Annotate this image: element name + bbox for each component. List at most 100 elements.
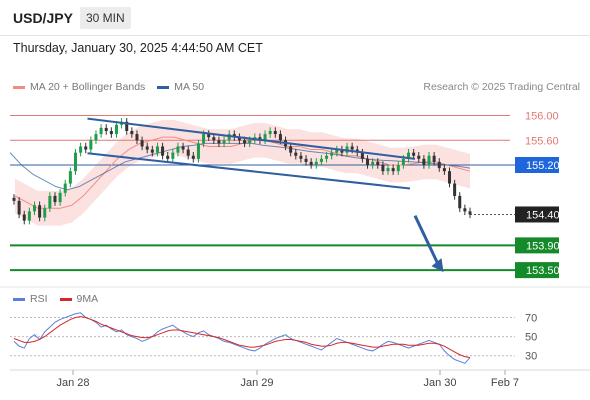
candle-17	[99, 124, 103, 138]
candle-61	[325, 152, 329, 163]
candle-body-73	[386, 168, 390, 172]
x-tick-label-0: Jan 28	[56, 377, 89, 389]
timeframe-badge[interactable]: 30 MIN	[80, 7, 131, 29]
candle-85	[448, 167, 452, 188]
candle-39	[212, 133, 216, 144]
candle-68	[360, 148, 364, 163]
candle-body-62	[330, 152, 334, 156]
candle-18	[104, 124, 108, 135]
rsi-legend: RSI 9MA	[13, 293, 98, 305]
candle-34	[186, 145, 190, 160]
candle-body-2	[22, 214, 26, 221]
candle-59	[314, 158, 318, 169]
candle-83	[437, 158, 441, 172]
candle-body-69	[366, 158, 370, 166]
candle-74	[391, 164, 395, 175]
candle-body-45	[243, 140, 247, 144]
candle-body-5	[38, 205, 42, 218]
candle-body-57	[304, 158, 308, 162]
candle-body-66	[350, 146, 354, 150]
candle-body-55	[294, 152, 298, 156]
price-level-tag-3	[515, 206, 559, 223]
candle-body-15	[89, 140, 93, 150]
ma20-swatch	[13, 85, 25, 89]
candle-body-28	[155, 146, 159, 153]
candle-69	[366, 155, 370, 169]
rsi-swatch	[13, 297, 25, 301]
candle-body-63	[335, 149, 339, 153]
candle-body-29	[161, 146, 165, 156]
candle-body-3	[27, 211, 31, 221]
candle-24	[135, 130, 139, 144]
candle-body-54	[289, 146, 293, 153]
candle-40	[217, 136, 221, 148]
candle-15	[89, 136, 93, 154]
candle-16	[94, 130, 98, 144]
ma20-legend-label: MA 20 + Bollinger Bands	[30, 81, 146, 93]
rsi-legend-label: RSI	[30, 293, 48, 305]
candle-body-24	[135, 134, 139, 141]
price-level-label-2: 155.20	[526, 160, 560, 172]
bollinger-band	[15, 119, 470, 226]
price-level-label-4: 153.90	[526, 240, 560, 252]
candle-body-40	[217, 140, 221, 144]
candle-body-12	[73, 152, 77, 172]
candle-body-13	[79, 146, 83, 153]
ma50-legend-label: MA 50	[174, 81, 205, 93]
candle-body-26	[145, 146, 149, 150]
candle-body-32	[176, 146, 180, 153]
candle-body-35	[191, 155, 195, 159]
price-level-tag-2	[515, 157, 559, 174]
candle-30	[166, 152, 170, 163]
candle-35	[191, 152, 195, 163]
candle-73	[386, 164, 390, 175]
candle-57	[304, 155, 308, 166]
candle-body-81	[427, 155, 431, 166]
candle-6	[43, 204, 47, 222]
candle-19	[109, 127, 113, 138]
candle-81	[427, 152, 431, 169]
ma50-line	[9, 142, 471, 191]
research-credit: Research © 2025 Trading Central	[423, 81, 580, 93]
symbol-label: USD/JPY	[13, 10, 73, 26]
candle-60	[319, 155, 323, 166]
candle-body-50	[268, 131, 272, 135]
candle-48	[258, 133, 262, 144]
candle-4	[32, 201, 36, 216]
candle-body-51	[273, 131, 277, 135]
header-divider	[0, 35, 590, 36]
candle-51	[273, 127, 277, 138]
candle-body-34	[186, 149, 190, 156]
candle-body-86	[453, 183, 457, 196]
candle-body-18	[104, 127, 108, 132]
candle-79	[417, 152, 421, 163]
candle-body-7	[48, 195, 52, 209]
candle-body-64	[340, 149, 344, 153]
candle-body-6	[43, 208, 47, 218]
candle-body-76	[401, 158, 405, 166]
candle-33	[181, 142, 185, 154]
candle-31	[171, 148, 175, 163]
candle-75	[396, 161, 400, 175]
candle-body-42	[227, 134, 231, 141]
channel-lower-line	[87, 152, 411, 190]
x-tick-label-1: Jan 29	[240, 377, 273, 389]
candle-23	[130, 127, 134, 138]
candle-28	[155, 142, 159, 157]
candle-22	[125, 118, 129, 135]
candle-body-61	[325, 155, 329, 159]
candle-84	[442, 164, 446, 175]
candle-body-80	[422, 158, 426, 166]
candle-70	[371, 158, 375, 169]
candle-89	[468, 207, 472, 219]
candle-26	[145, 142, 149, 154]
candle-body-33	[181, 146, 185, 150]
price-level-label-1: 155.60	[525, 135, 559, 147]
candle-71	[376, 158, 380, 169]
candle-5	[38, 201, 42, 222]
candle-0	[12, 194, 16, 205]
candle-body-20	[114, 124, 118, 135]
price-level-tag-4	[515, 237, 559, 254]
candle-64	[340, 145, 344, 157]
